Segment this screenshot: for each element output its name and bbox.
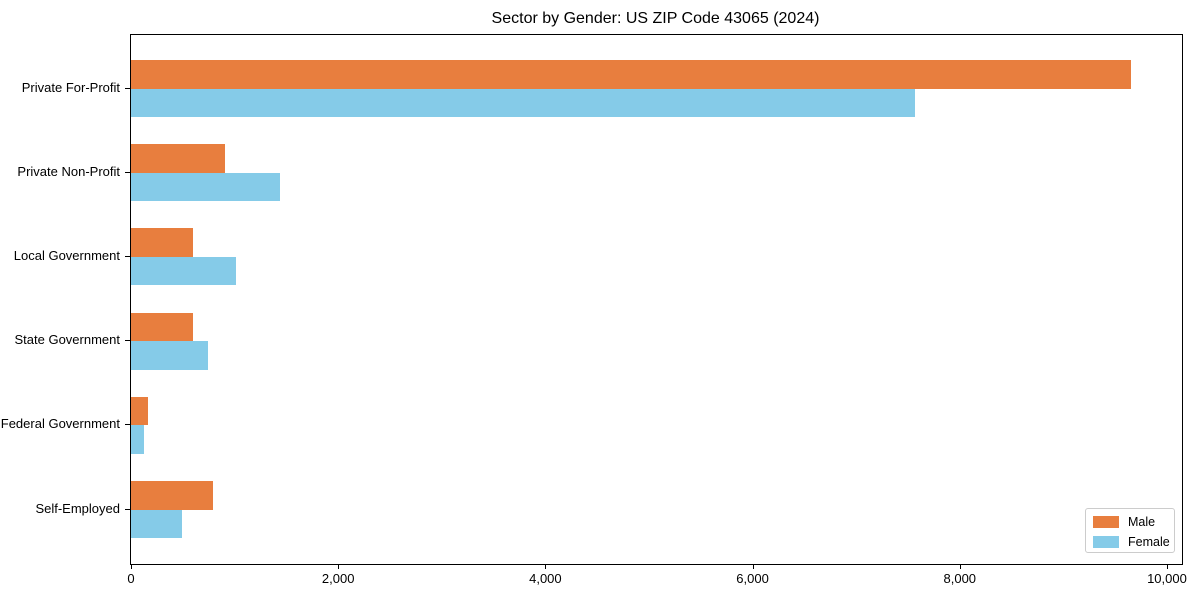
bar-male-private-for-profit [131, 60, 1131, 89]
bar-female-state-government [131, 341, 208, 370]
bar-male-private-non-profit [131, 144, 226, 173]
y-tick-mark [125, 508, 130, 510]
legend-swatch-female [1093, 536, 1119, 548]
x-tick-mark [545, 565, 547, 569]
chart-title: Sector by Gender: US ZIP Code 43065 (202… [491, 10, 820, 27]
plot-area [130, 34, 1183, 565]
x-tick-mark [752, 565, 754, 569]
x-tick-mark [338, 565, 340, 569]
legend-label-female: Female [1128, 535, 1170, 549]
y-tick-mark [125, 424, 130, 426]
y-tick-label-state-government: State Government [14, 332, 121, 348]
bar-female-local-government [131, 256, 236, 286]
y-tick-mark [125, 340, 130, 342]
bar-male-self-employed [131, 481, 213, 510]
y-tick-label-private-non-profit: Private Non-Profit [17, 163, 120, 179]
x-tick-mark [959, 565, 961, 569]
x-tick-mark [131, 565, 132, 569]
x-tick-label-6-000: 6,000 [736, 571, 769, 586]
x-tick-label-2-000: 2,000 [321, 571, 355, 586]
bar-female-private-non-profit [131, 172, 281, 202]
y-tick-label-self-employed: Self-Employed [35, 500, 120, 516]
y-tick-label-local-government: Local Government [13, 247, 120, 263]
legend-entry-female: Female [1093, 535, 1170, 549]
x-tick-mark [1166, 565, 1168, 569]
bar-male-federal-government [131, 396, 148, 426]
y-tick-label-private-for-profit: Private For-Profit [21, 79, 120, 95]
y-tick-mark [125, 255, 130, 257]
bar-female-federal-government [131, 425, 145, 454]
legend-swatch-male [1093, 516, 1119, 528]
legend-entry-male: Male [1093, 515, 1155, 529]
x-tick-label-8-000: 8,000 [943, 571, 977, 586]
legend: Male Female [1085, 508, 1175, 553]
x-tick-label-0: 0 [127, 571, 135, 586]
y-tick-label-federal-government: Federal Government [0, 416, 120, 432]
bar-female-self-employed [131, 509, 182, 538]
legend-label-male: Male [1128, 515, 1156, 529]
bar-male-state-government [131, 312, 194, 342]
y-tick-mark [125, 87, 130, 89]
bar-male-local-government [131, 228, 193, 257]
x-tick-label-4-000: 4,000 [529, 571, 562, 586]
x-tick-label-10-000: 10,000 [1147, 571, 1187, 586]
bar-female-private-for-profit [131, 88, 916, 117]
y-tick-mark [125, 171, 130, 173]
